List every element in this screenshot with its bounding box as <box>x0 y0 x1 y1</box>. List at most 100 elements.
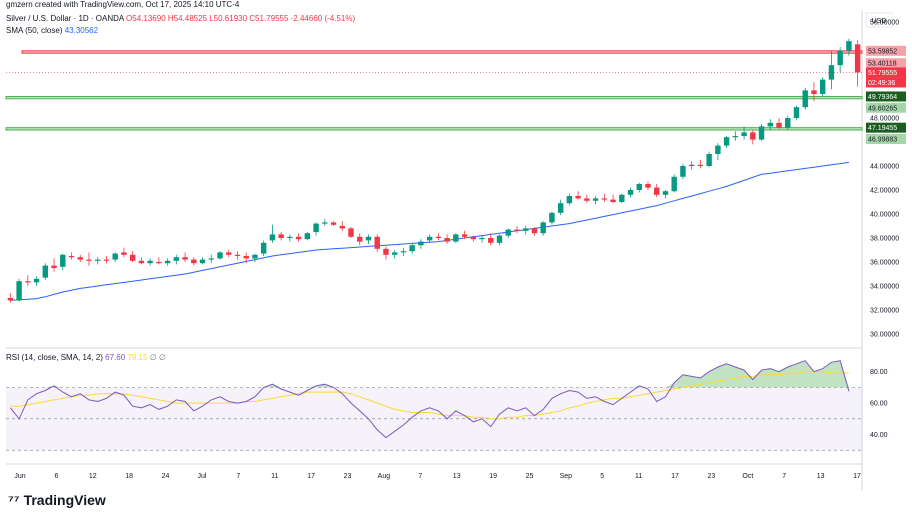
time-axis-tick: 23 <box>708 473 716 480</box>
brand-name: TradingView <box>23 492 106 508</box>
support-zone-lower <box>5 127 863 131</box>
candle-body <box>505 229 511 236</box>
time-axis-tick: 11 <box>635 473 642 480</box>
candle-body <box>654 187 660 195</box>
rsi-sma-line <box>10 371 849 420</box>
time-axis-tick: Sep <box>560 473 573 480</box>
time-axis-tick: Aug <box>378 473 391 480</box>
time-axis-tick: 17 <box>853 473 861 480</box>
sma-50-line <box>10 161 849 301</box>
rsi-sma-value: 79.15 <box>127 353 148 362</box>
candle-body <box>793 107 800 118</box>
candle-body <box>287 236 293 238</box>
rsi-value: 67.60 <box>105 353 126 362</box>
candle-body <box>330 222 337 225</box>
candle-body <box>723 137 730 146</box>
candle-body <box>313 223 319 232</box>
tradingview-logo-icon: ⁷⁷ <box>8 492 20 508</box>
candle-body <box>243 256 249 259</box>
price-tag-bg <box>866 77 906 88</box>
candle-body <box>156 262 162 264</box>
candle-body <box>584 198 590 201</box>
price-tag-label: 47.19455 <box>868 125 897 132</box>
candle-body <box>566 196 573 204</box>
time-axis-tick: 19 <box>489 473 497 480</box>
candle-body <box>278 234 284 238</box>
candle-body <box>837 50 843 66</box>
candle-body <box>523 228 529 231</box>
candle-body <box>357 236 363 242</box>
time-axis-tick: 13 <box>817 473 825 480</box>
price-tag-label: 49.79364 <box>868 94 897 101</box>
candle-body <box>557 203 564 213</box>
price-axis-tick: 42.00000 <box>870 188 899 195</box>
candle-body <box>575 196 581 199</box>
candle-body <box>234 254 241 256</box>
time-axis-tick: 17 <box>307 473 315 480</box>
rsi-legend: RSI (14, close, SMA, 14, 2) 67.60 79.15 … <box>6 353 166 362</box>
candle-body <box>662 191 669 195</box>
candle-body <box>741 132 747 136</box>
candle-body <box>496 235 503 243</box>
time-axis-tick: Jul <box>197 473 206 480</box>
candle-body <box>112 253 118 260</box>
resistance-zone <box>21 50 863 54</box>
sma-value: 43.30562 <box>64 26 99 35</box>
candle-body <box>811 90 817 94</box>
creator-caption: gmzern created with TradingView.com, Oct… <box>6 0 240 9</box>
price-tag-label: 02:49:36 <box>868 80 895 87</box>
rsi-line <box>10 360 850 439</box>
candle-body <box>715 145 721 154</box>
time-axis-tick: 7 <box>418 473 422 480</box>
price-axis-tick: 34.00000 <box>870 284 899 291</box>
candle-body <box>86 259 92 261</box>
time-axis-tick: 24 <box>162 473 170 480</box>
ohlc-values: O54.13690 H54.48525 L50.61930 C51.79555 … <box>126 14 356 23</box>
symbol-name: Silver / U.S. Dollar · 1D · OANDA <box>6 14 124 23</box>
time-axis-tick: 23 <box>344 473 352 480</box>
price-axis-tick: 32.00000 <box>870 308 899 315</box>
time-axis-tick: 6 <box>54 473 58 480</box>
price-axis-tick: 36.00000 <box>870 260 899 267</box>
price-axis-tick: 44.00000 <box>870 164 899 171</box>
rsi-axis-tick: 60.00 <box>870 401 888 408</box>
candle-body <box>138 260 145 264</box>
price-tag-bg <box>866 102 906 113</box>
candle-body <box>147 260 153 264</box>
candle-body <box>400 251 407 253</box>
candle-body <box>680 166 686 177</box>
price-axis-tick: 30.00000 <box>870 332 899 339</box>
time-axis-tick: Jun <box>14 473 25 480</box>
price-tag-bg <box>866 58 906 69</box>
candle-body <box>260 242 267 254</box>
time-axis-tick: Oct <box>742 473 753 480</box>
candle-body <box>531 228 538 234</box>
price-tag-bg <box>866 67 906 78</box>
candle-body <box>7 298 14 301</box>
candle-body <box>77 257 83 260</box>
candle-body <box>785 118 791 128</box>
candle-body <box>391 252 398 255</box>
candle-body <box>199 259 206 264</box>
time-axis-tick: 18 <box>125 473 133 480</box>
price-tag-bg <box>866 122 906 133</box>
candle-body <box>706 154 712 166</box>
time-axis-tick: 7 <box>782 473 786 480</box>
candle-body <box>619 194 625 202</box>
candle-body <box>514 229 520 231</box>
candle-body <box>461 234 468 237</box>
candle-body <box>217 252 223 259</box>
sma-legend: SMA (50, close) 43.30562 <box>6 26 98 35</box>
candle-body <box>374 236 380 249</box>
candle-body <box>697 164 704 166</box>
candle-body <box>444 238 450 242</box>
rsi-overbought-fill <box>10 360 849 388</box>
candle-body <box>191 259 197 264</box>
candle-body <box>121 252 127 255</box>
candle-body <box>95 259 101 261</box>
candle-body <box>51 265 57 268</box>
rsi-extra: ∅ ∅ <box>149 353 166 362</box>
price-tag-label: 53.59852 <box>868 48 897 55</box>
price-tag-label: 51.79555 <box>868 70 897 77</box>
